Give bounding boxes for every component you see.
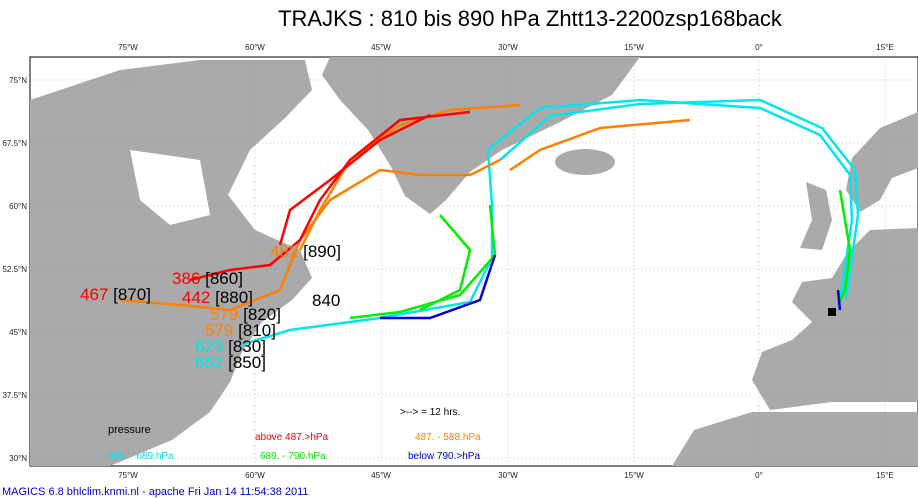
lat-label: 52.5°N xyxy=(2,265,27,274)
trajectory-label: 579 [810] xyxy=(205,321,276,340)
lon-label: 60°W xyxy=(245,471,265,480)
trajectories xyxy=(119,98,860,347)
label-pressure: 662 xyxy=(195,353,223,372)
trajectory-label: 840 xyxy=(312,291,340,310)
lon-label: 15°E xyxy=(876,471,893,480)
label-level: [850] xyxy=(228,353,266,372)
legend: >--> = 12 hrs. pressure above 487.>hPa 4… xyxy=(108,407,481,462)
label-level: [820] xyxy=(243,305,281,324)
end-point xyxy=(828,308,836,316)
legend-heading: pressure xyxy=(108,424,151,436)
title: TRAJKS : 810 bis 890 hPa Zhtt13-2200zsp1… xyxy=(278,6,783,31)
label-level: [890] xyxy=(303,242,341,261)
land xyxy=(30,57,918,466)
label-pressure: 482 xyxy=(270,242,298,261)
lat-label: 67.5°N xyxy=(2,139,27,148)
label-pressure: 579 xyxy=(205,321,233,340)
label-level: [830] xyxy=(228,337,266,356)
label-level: [860] xyxy=(205,269,243,288)
legend-arrow: >--> = 12 hrs. xyxy=(400,407,460,418)
label-level: [810] xyxy=(238,321,276,340)
lon-label: 60°W xyxy=(245,43,265,52)
label-pressure: 467 xyxy=(80,285,108,304)
trajectory-label: 386 [860] xyxy=(172,269,243,288)
lon-label: 75°W xyxy=(118,43,138,52)
legend-entry: 588. - 689.hPa xyxy=(108,451,174,462)
lon-label: 15°W xyxy=(624,43,644,52)
label-level: 840 xyxy=(312,291,340,310)
legend-entry: above 487.>hPa xyxy=(255,432,329,443)
trajectory-label: 442 [880] xyxy=(182,288,253,307)
legend-entry: below 790.>hPa xyxy=(408,451,480,462)
lon-label: 0° xyxy=(755,43,763,52)
lat-label: 30°N xyxy=(9,454,27,463)
lon-label: 0° xyxy=(755,471,763,480)
lat-label: 75°N xyxy=(9,76,27,85)
graticule xyxy=(30,57,918,466)
lat-label: 60°N xyxy=(9,202,27,211)
label-level: [880] xyxy=(215,288,253,307)
trajectory-label: 482 [890] xyxy=(270,242,341,261)
trajectory-labels: 467 [870] 386 [860]442 [880] 482 [890] 579 … xyxy=(80,242,341,372)
trajectory-label: 579 [820] xyxy=(210,305,281,324)
label-pressure: 442 xyxy=(182,288,210,307)
lon-label: 75°W xyxy=(118,471,138,480)
lat-label: 37.5°N xyxy=(2,391,27,400)
lon-label: 15°W xyxy=(624,471,644,480)
lon-label: 30°W xyxy=(498,471,518,480)
legend-entry: 689. - 790.hPa xyxy=(260,451,326,462)
label-pressure: 386 xyxy=(172,269,200,288)
trajectory-label: 623 [830] xyxy=(195,337,266,356)
label-pressure: 623 xyxy=(195,337,223,356)
trajectory-label: 662 [850] xyxy=(195,353,266,372)
footer: MAGICS 6.8 bhlclim.knmi.nl - apache Fri … xyxy=(2,486,309,498)
lon-label: 45°W xyxy=(371,43,391,52)
lon-label: 45°W xyxy=(371,471,391,480)
label-level: [870] xyxy=(113,285,151,304)
lon-label: 30°W xyxy=(498,43,518,52)
lat-label: 45°N xyxy=(9,328,27,337)
lon-label: 15°E xyxy=(876,43,893,52)
label-pressure: 579 xyxy=(210,305,238,324)
trajectory-label: 467 [870] xyxy=(80,285,151,304)
legend-entry: 487. - 588.hPa xyxy=(415,432,481,443)
